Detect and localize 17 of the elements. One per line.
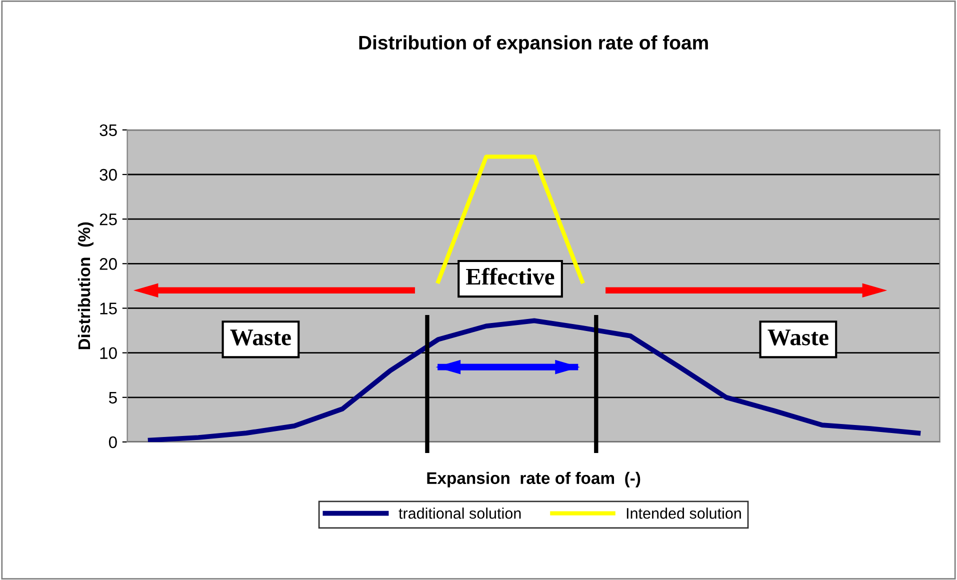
line-series <box>148 318 921 442</box>
annotation: Waste <box>230 330 291 346</box>
chart-title: Distribution of expansion rate of foam <box>359 35 708 54</box>
y-tick-label: 35 <box>100 124 117 136</box>
y-axis-title: Distribution (%) <box>78 222 94 350</box>
y-tick-label: 15 <box>100 302 117 314</box>
y-tick-label: 30 <box>100 168 117 181</box>
legend-label: Intended solution <box>626 508 741 519</box>
y-tick-label: 25 <box>100 213 117 226</box>
y-tick-label: 20 <box>100 258 117 270</box>
annotation: Waste <box>768 330 828 346</box>
x-axis-title: Expansion rate of foam (-) <box>427 472 640 488</box>
legend-label: traditional solution <box>398 508 521 519</box>
y-tick-label: 5 <box>108 392 117 404</box>
y-tick-label: 0 <box>108 436 117 448</box>
y-tick-label: 10 <box>100 347 117 360</box>
annotation: Effective <box>466 268 554 285</box>
